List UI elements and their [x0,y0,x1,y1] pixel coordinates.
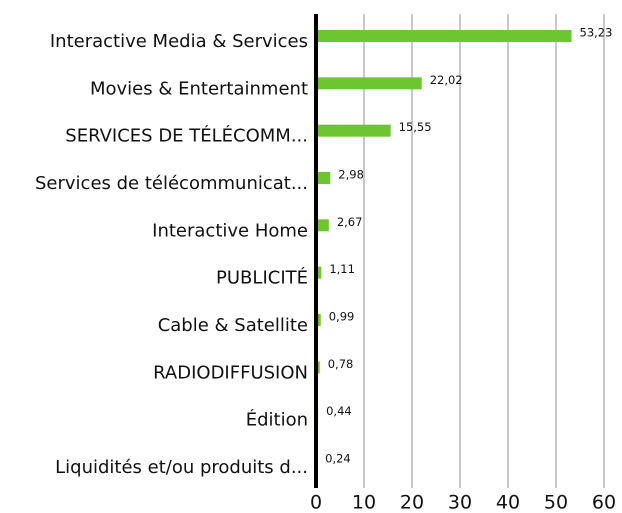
bar [316,77,422,90]
x-tick-label: 60 [592,492,616,513]
value-label: 0,24 [325,452,351,466]
value-label: 0,99 [329,310,355,324]
category-label: Interactive Media & Services [50,31,308,52]
category-label: Édition [246,409,308,431]
category-label: Cable & Satellite [158,315,308,336]
bar [316,219,329,232]
category-label: PUBLICITÉ [216,267,308,289]
value-label: 15,55 [399,120,432,134]
x-tick-label: 30 [448,492,472,513]
category-label: Liquidités et/ou produits d... [55,457,308,478]
bar [316,30,572,42]
value-label: 22,02 [430,73,463,87]
value-label: 0,44 [326,404,352,418]
x-tick-label: 50 [544,492,568,513]
value-label: 53,23 [580,26,613,40]
value-label: 0,78 [328,357,354,371]
value-label: 2,67 [337,215,363,229]
value-label: 2,98 [338,168,364,182]
bar [316,124,391,137]
bar [316,266,322,279]
category-label: Movies & Entertainment [90,78,308,99]
category-label: RADIODIFFUSION [153,362,308,383]
value-label: 1,11 [329,262,355,276]
category-label: SERVICES DE TÉLÉCOMM... [65,125,308,147]
bar [316,172,331,184]
x-tick-label: 10 [352,492,376,513]
category-label: Services de télécommunicat... [35,173,308,194]
x-tick-label: 40 [496,492,520,513]
bar [316,314,321,326]
x-tick-label: 0 [310,492,322,513]
category-label: Interactive Home [152,220,308,241]
x-tick-label: 20 [400,492,424,513]
